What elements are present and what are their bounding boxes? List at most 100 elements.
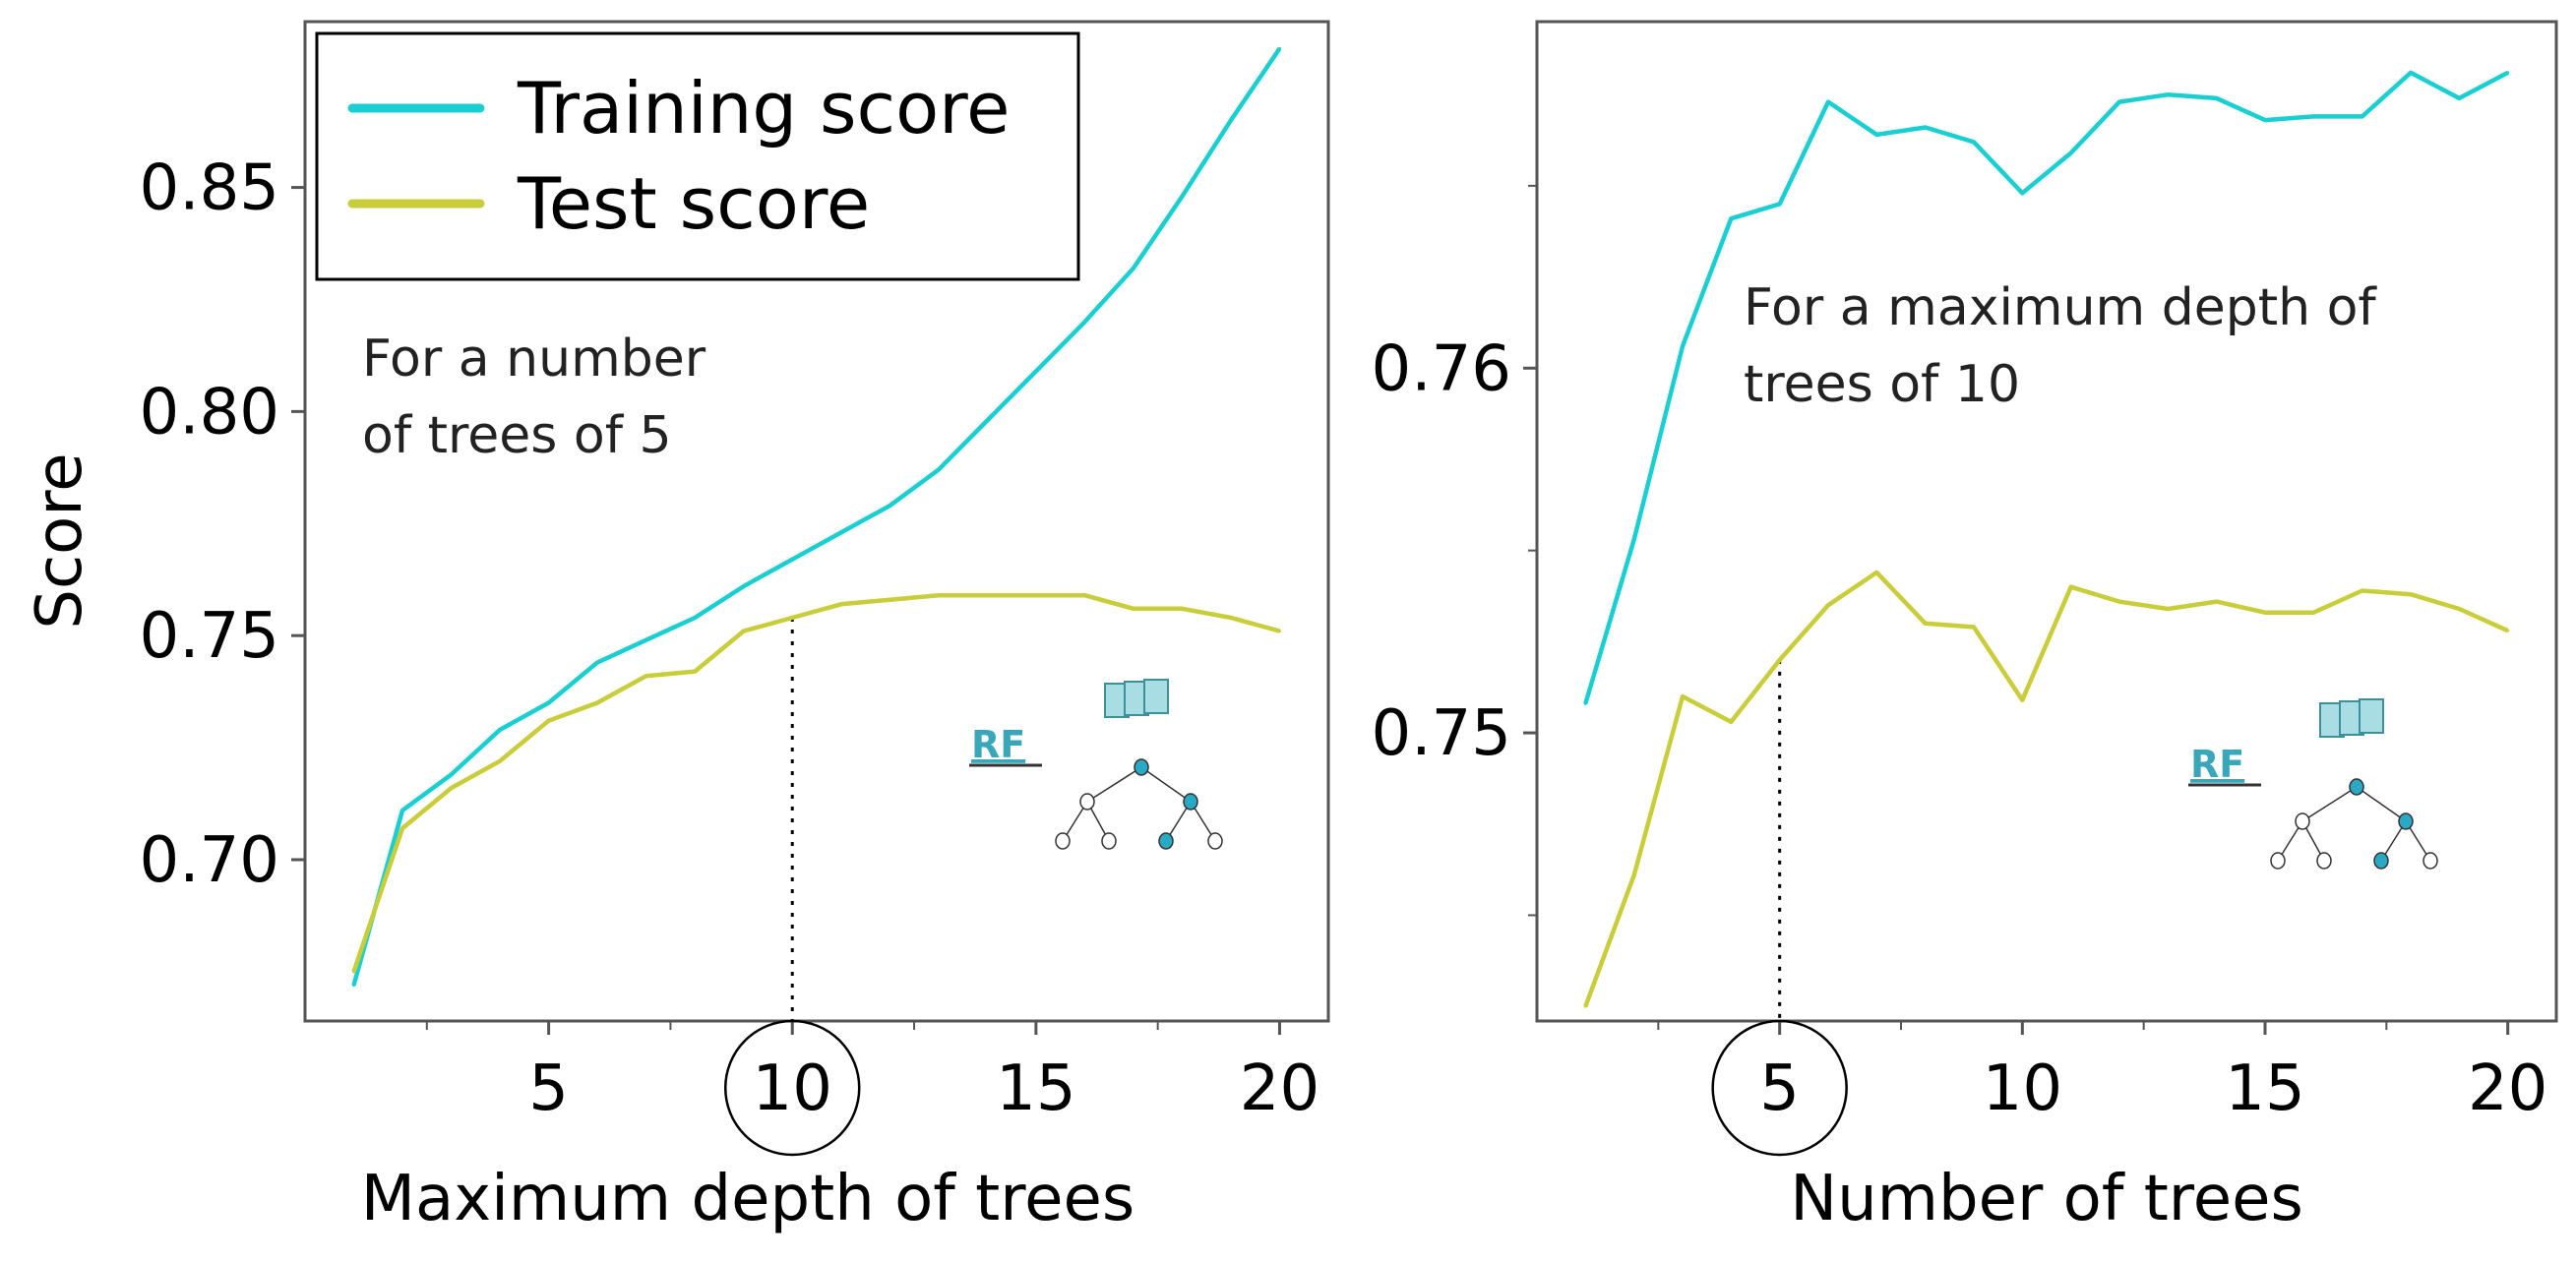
data-point — [742, 630, 746, 633]
data-point — [790, 558, 794, 562]
tree-node-icon — [1207, 832, 1223, 850]
data-point — [2311, 611, 2315, 615]
data-point — [1778, 658, 1782, 662]
legend: Training score Test score — [315, 31, 1080, 281]
data-point — [1924, 622, 1928, 626]
data-point — [2263, 118, 2267, 122]
data-point — [595, 661, 599, 665]
tree-node-icon — [1101, 832, 1117, 850]
x-tick-label: 10 — [753, 1052, 832, 1125]
data-point — [1874, 571, 1878, 574]
data-point — [2409, 592, 2413, 596]
series-line-training — [351, 47, 1282, 987]
data-point — [1277, 46, 1281, 50]
data-point — [1681, 344, 1685, 348]
tree-edge — [2301, 786, 2358, 822]
forest-box-icon — [2359, 698, 2384, 734]
data-point — [2361, 114, 2364, 118]
data-point — [1874, 133, 1878, 137]
x-tick-label: 10 — [1983, 1052, 2062, 1125]
depth-chart: 5 10 15 20 0.70 0.75 0.80 0.85 Maximum depth of … — [24, 20, 1330, 1235]
tree-node-icon — [2349, 778, 2364, 796]
annotation-line: of trees of 5 — [362, 406, 672, 465]
tree-node-icon — [2316, 852, 2332, 870]
tree-edge — [2356, 786, 2407, 822]
rf-label: RF — [2190, 743, 2244, 786]
data-point — [1729, 720, 1733, 724]
data-point — [2166, 607, 2170, 611]
data-point — [693, 670, 697, 674]
x-axis-label: Number of trees — [1790, 1163, 2303, 1235]
y-tick-label: 0.75 — [140, 600, 280, 673]
legend-label: Training score — [517, 67, 1010, 150]
y-tick-label: 0.85 — [140, 152, 280, 225]
data-point — [498, 759, 502, 763]
data-point — [1583, 701, 1587, 705]
x-tick-label: 20 — [2468, 1052, 2547, 1125]
data-point — [2215, 96, 2219, 100]
highlight-circle — [723, 1019, 861, 1157]
data-point — [595, 701, 599, 705]
data-point — [1034, 369, 1038, 373]
rf-label: RF — [971, 723, 1025, 766]
data-point — [790, 616, 794, 620]
data-point — [1729, 216, 1733, 220]
data-point — [1277, 630, 1281, 633]
data-point — [1229, 118, 1233, 122]
tree-node-icon — [1055, 832, 1071, 850]
data-point — [2361, 588, 2364, 592]
y-tick-label: 0.70 — [140, 824, 280, 897]
data-point — [2457, 96, 2461, 100]
annotation-line: For a number — [362, 330, 706, 389]
legend-box — [315, 31, 1080, 281]
data-point — [450, 786, 454, 790]
data-point — [2457, 607, 2461, 611]
tree-node-icon — [1158, 832, 1174, 850]
data-point — [888, 504, 891, 508]
data-point — [2506, 71, 2510, 75]
data-point — [644, 638, 648, 642]
data-point — [1132, 267, 1135, 270]
data-point — [2409, 71, 2413, 75]
data-point — [2506, 629, 2510, 632]
x-axis-label: Maximum depth of trees — [361, 1163, 1135, 1235]
data-point — [2069, 585, 2073, 589]
plot-frame — [1535, 20, 2558, 1023]
highlight-circle — [1711, 1019, 1848, 1157]
y-tick-label: 0.75 — [1372, 697, 1512, 770]
legend-label: Test score — [517, 162, 870, 245]
data-point — [693, 616, 697, 620]
plot-frame — [303, 20, 1330, 1023]
data-point — [1180, 195, 1184, 199]
data-point — [888, 598, 891, 602]
series-line-test — [1583, 570, 2509, 1007]
annotation-line: For a maximum depth of — [1744, 278, 2377, 337]
data-point — [2215, 600, 2219, 604]
data-point — [2117, 600, 2121, 604]
data-point — [2117, 100, 2121, 104]
data-point — [2166, 92, 2170, 96]
data-point — [1632, 873, 1636, 877]
forest-icon — [2270, 698, 2438, 870]
data-point — [937, 468, 941, 472]
data-point — [937, 593, 941, 597]
tree-edge — [1140, 766, 1192, 803]
data-point — [1583, 1004, 1587, 1008]
data-point — [400, 809, 404, 812]
data-point — [742, 584, 746, 588]
y-tick-label: 0.80 — [140, 376, 280, 449]
data-point — [400, 826, 404, 830]
data-point — [1681, 694, 1685, 698]
data-point — [2069, 150, 2073, 154]
data-point — [1180, 607, 1184, 611]
y-axis-label: Score — [24, 452, 96, 629]
data-point — [450, 772, 454, 776]
forest-box-icon — [1143, 679, 1169, 714]
x-tick-label: 5 — [528, 1052, 569, 1125]
data-point — [985, 593, 989, 597]
tree-node-icon — [2295, 812, 2310, 830]
data-point — [1082, 593, 1086, 597]
data-point — [1132, 607, 1135, 611]
tree-node-icon — [2398, 812, 2414, 830]
